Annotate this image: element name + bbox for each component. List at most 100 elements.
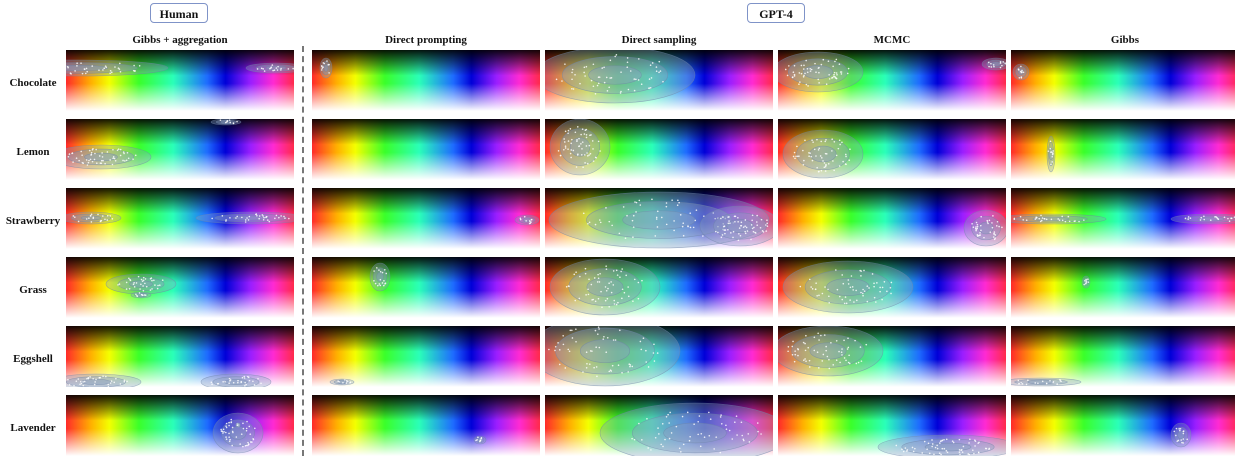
sample-point	[253, 384, 256, 386]
sample-point	[80, 62, 82, 64]
sample-point	[802, 149, 804, 152]
sample-point	[610, 370, 613, 372]
sample-point	[848, 362, 851, 365]
sample-point	[80, 382, 83, 385]
sample-point	[287, 68, 290, 70]
sample-point	[601, 306, 603, 309]
sample-point	[1050, 218, 1053, 221]
sample-point	[113, 157, 116, 160]
sample-point	[1056, 383, 1058, 385]
sample-point	[606, 297, 609, 300]
sample-point	[665, 205, 668, 208]
sample-point	[98, 69, 100, 71]
density-contour	[588, 65, 642, 85]
density-contour	[548, 191, 770, 249]
column-title-mcmc: MCMC	[873, 34, 911, 46]
density-contour	[826, 278, 870, 296]
density-contour	[663, 422, 727, 444]
sample-point	[237, 379, 239, 382]
sample-point	[670, 432, 673, 434]
sample-point	[1022, 71, 1025, 74]
sample-point	[283, 215, 285, 218]
sample-point	[320, 69, 323, 71]
sample-point	[1199, 219, 1202, 221]
sample-point	[871, 273, 874, 275]
sample-point	[140, 283, 142, 286]
sample-point	[845, 302, 848, 305]
sample-point	[960, 449, 962, 452]
sample-point	[805, 360, 807, 363]
sample-point	[681, 415, 684, 418]
sample-point	[224, 380, 226, 383]
sample-point	[828, 73, 830, 76]
panel-grass-direct-sampling	[545, 257, 773, 318]
sample-point	[693, 423, 695, 425]
sample-point	[582, 166, 584, 169]
sample-point	[824, 170, 827, 172]
sample-point	[753, 226, 755, 229]
sample-point	[991, 226, 994, 229]
density-contour	[212, 376, 260, 387]
sample-point	[619, 276, 621, 279]
sample-point	[866, 285, 869, 287]
density-contour	[782, 129, 864, 179]
sample-point	[996, 220, 999, 223]
sample-point	[742, 438, 745, 441]
sample-point	[572, 88, 575, 90]
sample-point	[1085, 280, 1088, 282]
sample-point	[988, 219, 991, 222]
sample-point	[988, 65, 990, 68]
sample-point	[816, 351, 819, 354]
sample-point	[256, 214, 258, 217]
sample-point	[1018, 382, 1020, 385]
sample-point	[558, 363, 561, 366]
sample-point	[841, 298, 844, 301]
sample-point	[76, 65, 78, 67]
sample-point	[738, 232, 740, 235]
sample-point	[101, 156, 104, 158]
panel-eggshell-mcmc	[778, 326, 1006, 387]
sample-point	[1020, 65, 1022, 68]
sample-point	[612, 270, 615, 272]
sample-point	[974, 445, 976, 447]
sample-point	[571, 87, 573, 90]
sample-point	[792, 71, 795, 74]
sample-point	[629, 70, 632, 72]
sample-point	[811, 139, 813, 141]
sample-point	[562, 334, 564, 337]
sample-point	[588, 278, 590, 281]
sample-point	[111, 163, 114, 166]
sample-point	[809, 67, 812, 70]
sample-point	[713, 448, 715, 450]
sample-point	[1179, 427, 1182, 430]
sample-point	[635, 78, 637, 81]
sample-point	[720, 422, 723, 425]
density-contour	[782, 260, 914, 314]
sample-point	[81, 72, 84, 75]
sample-point	[978, 441, 980, 444]
sample-point	[761, 230, 764, 232]
sample-point	[840, 73, 843, 75]
sample-point	[654, 235, 657, 237]
sample-point	[698, 415, 701, 417]
sample-point	[588, 154, 590, 156]
density-contour	[978, 221, 994, 235]
sample-point	[926, 448, 928, 450]
sample-point	[1049, 379, 1051, 382]
density-overlay	[1081, 275, 1091, 289]
sample-point	[979, 224, 982, 227]
sample-point	[649, 87, 652, 89]
sample-point	[688, 439, 691, 442]
sample-point	[835, 269, 837, 271]
sample-point	[106, 219, 109, 221]
sample-point	[90, 151, 93, 154]
panel-lemon-gibbs	[1011, 119, 1235, 180]
sample-point	[118, 68, 121, 70]
sample-point	[142, 279, 145, 282]
sample-point	[548, 348, 550, 351]
sample-point	[603, 66, 605, 69]
sample-point	[854, 339, 856, 342]
sample-point	[80, 380, 82, 383]
sample-point	[260, 67, 263, 70]
sample-point	[228, 382, 230, 385]
